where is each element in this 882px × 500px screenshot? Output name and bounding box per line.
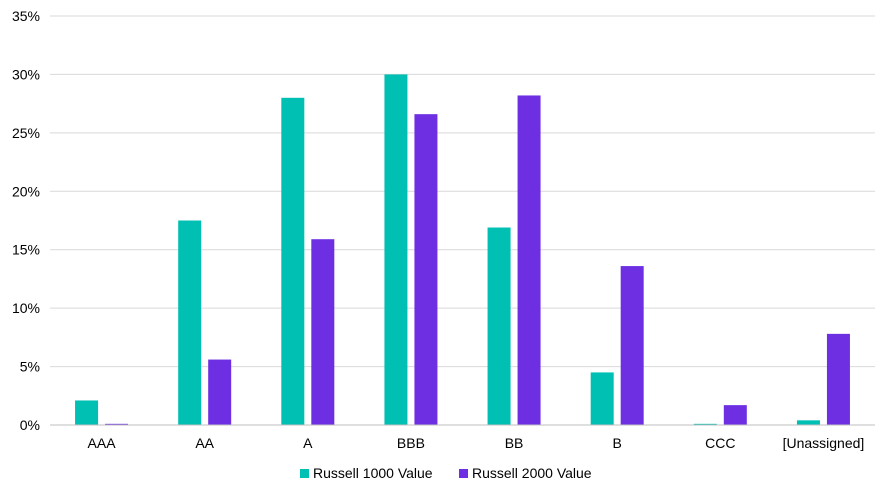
y-tick-label: 0% — [20, 417, 40, 433]
y-tick-label: 20% — [12, 183, 40, 199]
bar-russell-1000-value — [281, 97, 305, 426]
bar-russell-1000-value — [384, 74, 408, 425]
bar-russell-2000-value — [826, 333, 850, 425]
legend-label: Russell 1000 Value — [313, 465, 433, 481]
y-tick-label: 5% — [20, 359, 40, 375]
x-tick-label: A — [303, 435, 313, 451]
x-tick-label: [Unassigned] — [783, 435, 865, 451]
x-tick-label: BBB — [397, 435, 425, 451]
legend: Russell 1000 Value Russell 2000 Value — [300, 465, 592, 481]
y-tick-label: 10% — [12, 300, 40, 316]
bars — [75, 74, 850, 426]
bar-russell-2000-value — [620, 266, 644, 425]
bar-russell-2000-value — [517, 95, 541, 425]
x-tick-label: CCC — [705, 435, 735, 451]
y-tick-label: 35% — [12, 8, 40, 24]
x-tick-label: AAA — [88, 435, 117, 451]
x-axis-ticks: AAA AA A BBB BB B CCC [Unassigned] — [88, 435, 865, 451]
bar-russell-1000-value — [75, 400, 99, 425]
legend-label: Russell 2000 Value — [472, 465, 592, 481]
bar-russell-1000-value — [178, 220, 202, 425]
x-tick-label: AA — [195, 435, 214, 451]
bar-russell-1000-value — [487, 227, 511, 425]
bar-russell-1000-value — [693, 423, 717, 425]
bar-russell-2000-value — [723, 405, 747, 425]
gridlines — [50, 15, 875, 368]
legend-swatch — [459, 469, 468, 478]
legend-swatch — [300, 469, 309, 478]
bar-russell-2000-value — [105, 423, 129, 425]
y-tick-label: 25% — [12, 125, 40, 141]
bar-russell-1000-value — [796, 420, 820, 425]
bar-russell-2000-value — [311, 239, 335, 425]
y-axis-ticks: 0% 5% 10% 15% 20% 25% 30% 35% — [12, 8, 40, 433]
bar-russell-2000-value — [208, 359, 232, 425]
y-tick-label: 15% — [12, 242, 40, 258]
x-tick-label: BB — [505, 435, 524, 451]
y-tick-label: 30% — [12, 66, 40, 82]
x-tick-label: B — [613, 435, 622, 451]
bar-russell-1000-value — [590, 372, 614, 425]
bar-russell-2000-value — [414, 114, 438, 425]
